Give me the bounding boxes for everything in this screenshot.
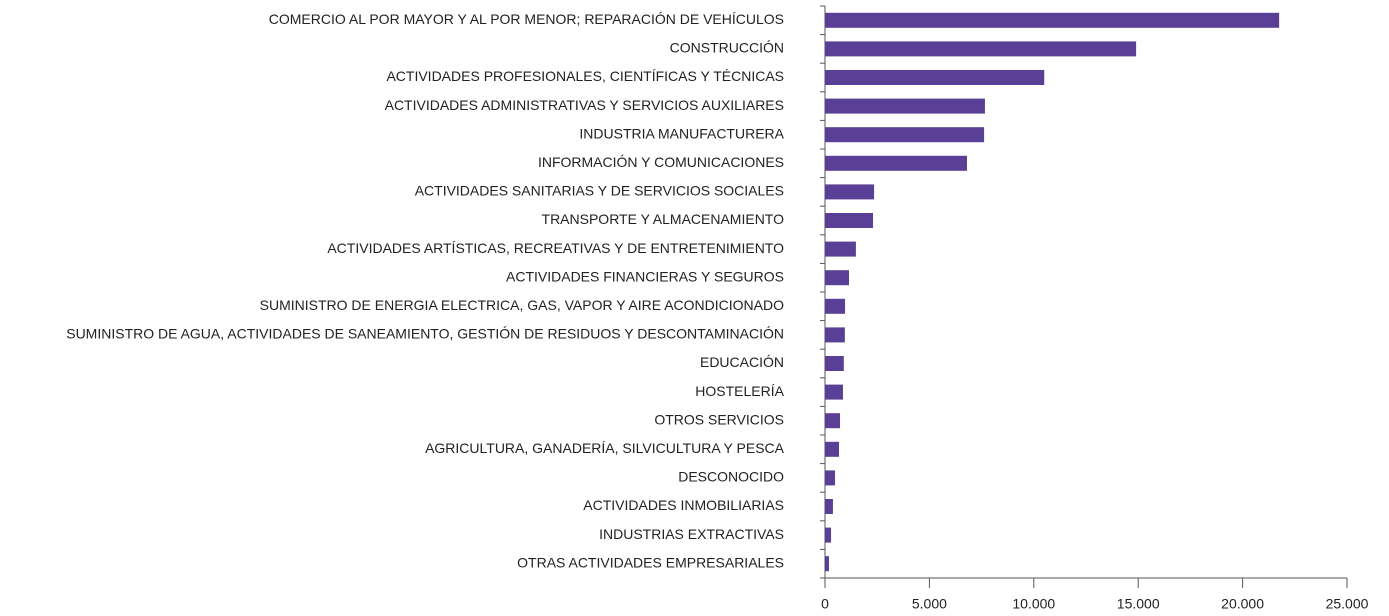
- y-tick-label: ACTIVIDADES PROFESIONALES, CIENTÍFICAS Y…: [386, 68, 784, 84]
- bar: [825, 213, 874, 228]
- y-tick-label: ACTIVIDADES INMOBILIARIAS: [583, 497, 784, 513]
- y-tick-label: INDUSTRIAS EXTRACTIVAS: [599, 526, 784, 542]
- bar: [825, 270, 850, 286]
- bar: [825, 356, 844, 371]
- y-tick-label: ACTIVIDADES SANITARIAS Y DE SERVICIOS SO…: [415, 183, 784, 199]
- bar: [825, 155, 967, 171]
- bar: [825, 241, 856, 257]
- bar: [825, 556, 829, 572]
- bar: [825, 70, 1045, 85]
- y-tick-label: HOSTELERÍA: [695, 383, 784, 399]
- y-tick-label: SUMINISTRO DE AGUA, ACTIVIDADES DE SANEA…: [66, 326, 784, 342]
- x-tick-label: 0: [821, 596, 829, 612]
- x-tick-label: 20.000: [1221, 596, 1264, 612]
- y-tick-label: COMERCIO AL POR MAYOR Y AL POR MENOR; RE…: [269, 11, 784, 27]
- bar: [825, 441, 839, 457]
- y-tick-label: AGRICULTURA, GANADERÍA, SILVICULTURA Y P…: [425, 440, 785, 456]
- x-tick-label: 25.000: [1326, 596, 1369, 612]
- bar: [825, 298, 846, 314]
- y-tick-label: TRANSPORTE Y ALMACENAMIENTO: [542, 211, 785, 227]
- y-tick-label: DESCONOCIDO: [678, 469, 784, 485]
- y-tick-label: ACTIVIDADES ARTÍSTICAS, RECREATIVAS Y DE…: [327, 240, 784, 256]
- x-tick-label: 15.000: [1117, 596, 1160, 612]
- bar: [825, 12, 1280, 28]
- y-tick-label: INDUSTRIA MANUFACTURERA: [579, 125, 784, 141]
- y-tick-label: OTROS SERVICIOS: [654, 411, 784, 427]
- y-tick-label: OTRAS ACTIVIDADES EMPRESARIALES: [517, 554, 784, 570]
- bar: [825, 413, 841, 429]
- bar: [825, 184, 875, 200]
- y-tick-label: ACTIVIDADES ADMINISTRATIVAS Y SERVICIOS …: [385, 97, 784, 113]
- x-tick-label: 5.000: [912, 596, 947, 612]
- bar: [825, 327, 845, 343]
- y-tick-label: INFORMACIÓN Y COMUNICACIONES: [538, 154, 784, 170]
- bar: [825, 499, 833, 514]
- y-tick-label: CONSTRUCCIÓN: [670, 40, 784, 56]
- y-tick-label: ACTIVIDADES FINANCIERAS Y SEGUROS: [506, 268, 784, 284]
- bar: [825, 127, 985, 143]
- y-tick-label: SUMINISTRO DE ENERGIA ELECTRICA, GAS, VA…: [260, 297, 784, 313]
- x-tick-label: 10.000: [1012, 596, 1055, 612]
- bar: [825, 470, 836, 486]
- bar: [825, 98, 985, 114]
- bar: [825, 384, 843, 400]
- y-tick-label: EDUCACIÓN: [700, 354, 784, 370]
- bar: [825, 41, 1137, 57]
- bar: [825, 527, 832, 543]
